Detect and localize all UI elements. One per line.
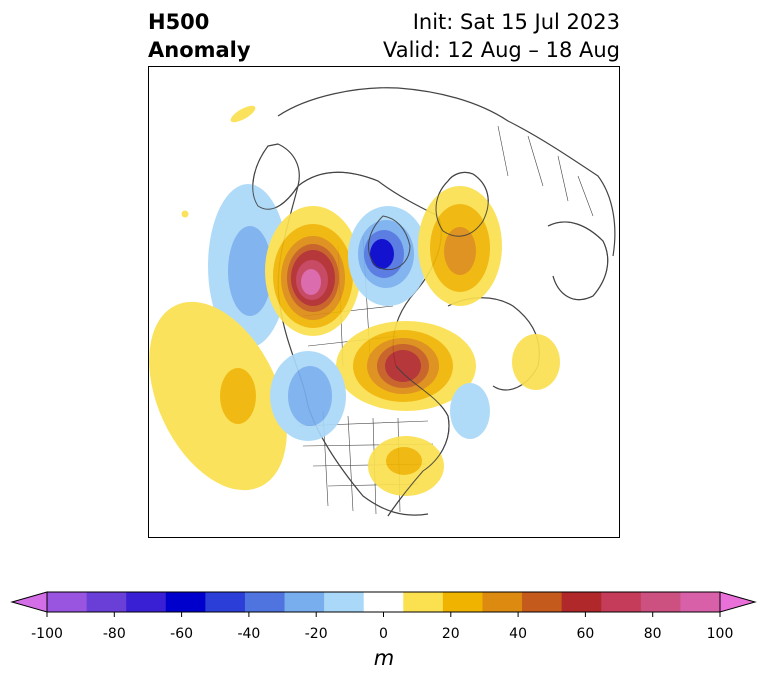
anomaly-positive-small-nw	[230, 105, 256, 123]
colorbar-tick-label: 80	[643, 626, 662, 642]
colorbar-tick-label: 60	[576, 626, 595, 642]
colorbar-segment	[482, 592, 523, 612]
colorbar-segment	[205, 592, 246, 612]
anomaly-negative-nepac-core	[288, 366, 332, 426]
anomaly-positive-pacific-core	[220, 368, 256, 424]
colorbar-tick-label: 0	[379, 626, 388, 642]
colorbar-segment	[324, 592, 365, 612]
colorbar-tick-label: 100	[706, 626, 734, 642]
init-date: Init: Sat 15 Jul 2023	[412, 10, 620, 34]
anomaly-positive-dot	[181, 210, 189, 218]
colorbar-segment	[47, 592, 88, 612]
anomaly-positive-greenland-core	[385, 350, 421, 382]
forecast-dates: Init: Sat 15 Jul 2023 Valid: 12 Aug – 18…	[383, 8, 620, 64]
anomaly-positive-siberia-core	[444, 227, 476, 275]
colorbar-segment	[244, 592, 286, 612]
anomaly-positive-eastus-core	[386, 447, 422, 475]
colorbar-tick-label: 40	[509, 626, 527, 642]
anomaly-negative-west-core	[228, 226, 272, 316]
colorbar-segment	[86, 592, 127, 612]
colorbar-tick-label: -100	[31, 626, 63, 642]
colorbar-segments	[47, 592, 721, 612]
colorbar-segment	[522, 592, 563, 612]
colorbar-tick-label: -40	[237, 626, 261, 642]
anomaly-map	[148, 66, 620, 538]
colorbar-right-extension	[719, 591, 757, 613]
map-border	[148, 66, 620, 538]
colorbar-segment	[561, 592, 602, 612]
colorbar-segment	[442, 592, 483, 612]
colorbar	[10, 591, 757, 617]
colorbar-tick-label: -20	[304, 626, 328, 642]
colorbar-left-extension	[10, 591, 48, 613]
map-title: H500 Anomaly	[148, 8, 251, 64]
colorbar-segment	[601, 592, 642, 612]
colorbar-tick-label: -60	[170, 626, 194, 642]
colorbar-segment	[284, 592, 325, 612]
anomaly-contours	[149, 105, 560, 496]
colorbar-tick-label: -80	[102, 626, 126, 642]
anomaly-positive-pacific	[149, 301, 287, 491]
valid-range: Valid: 12 Aug – 18 Aug	[382, 38, 620, 62]
colorbar-tick-label: 20	[441, 626, 460, 642]
coastlines-overlay	[252, 145, 609, 517]
colorbar-segment	[403, 592, 444, 612]
colorbar-segment	[640, 592, 681, 612]
title-variable: H500	[148, 10, 210, 34]
anomaly-positive-europe	[512, 334, 560, 390]
colorbar-unit: m	[373, 646, 395, 670]
map-canvas	[148, 66, 620, 538]
colorbar-segment	[363, 592, 404, 612]
title-type: Anomaly	[148, 38, 251, 62]
colorbar-segment	[680, 592, 721, 612]
anomaly-negative-arctic-core	[370, 239, 394, 269]
colorbar-segment	[126, 592, 167, 612]
anomaly-negative-atlantic	[450, 383, 490, 439]
anomaly-positive-alaska-core	[301, 269, 321, 295]
colorbar-segment	[165, 592, 206, 612]
